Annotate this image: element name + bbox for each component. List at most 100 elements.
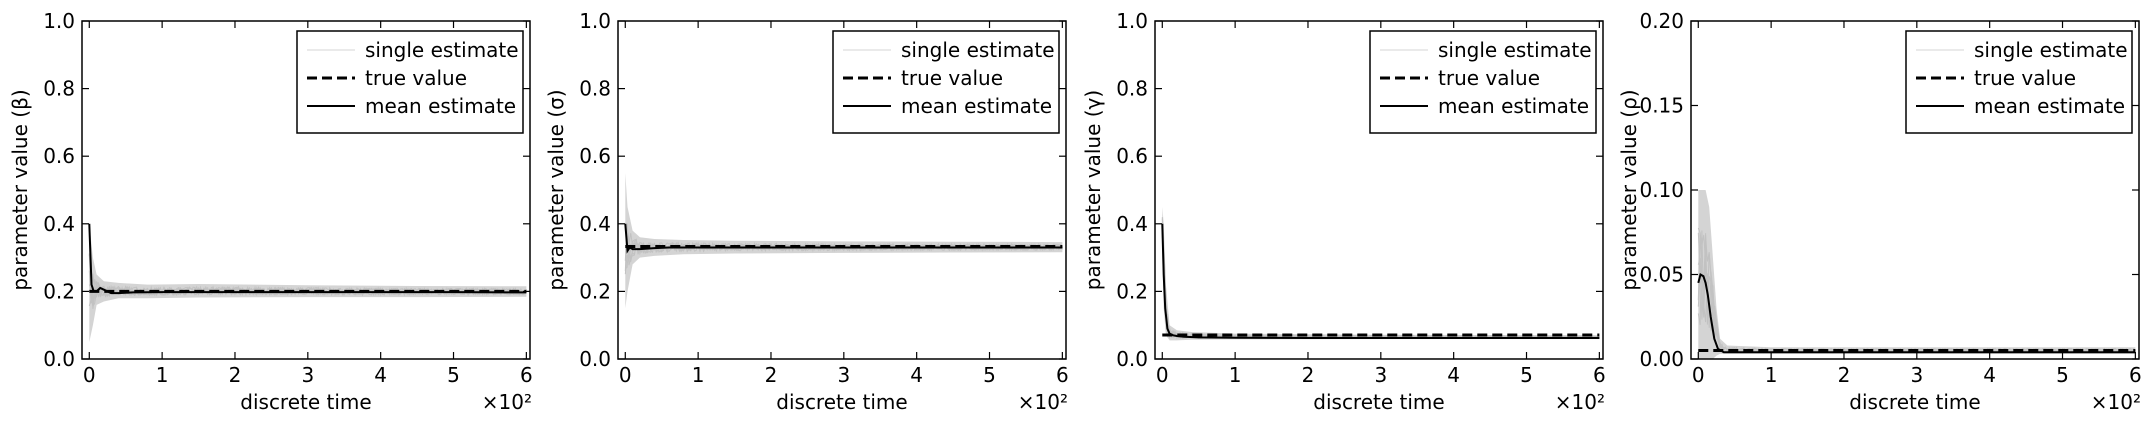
legend-entry: true value [1974, 66, 2076, 90]
legend-entry: single estimate [901, 38, 1055, 62]
single-estimate-line [1161, 236, 1600, 340]
legend-entry: mean estimate [1974, 94, 2125, 118]
plot-area [88, 223, 527, 343]
x-tick-label: 4 [1447, 363, 1460, 387]
x-axis-multiplier: ×10² [1018, 390, 1068, 414]
plot-frame [1154, 20, 1604, 360]
x-tick-label: 1 [1765, 363, 1778, 387]
single-estimate-line [1697, 227, 2136, 354]
single-estimate-line [1161, 233, 1600, 340]
x-tick-label: 4 [1983, 363, 1996, 387]
x-tick-label: 4 [374, 363, 387, 387]
chart-panel-4: 0 1 2 3 4 5 6 0.00 0.05 0.10 0.15 0.20 discrete time… [1617, 9, 2142, 414]
y-tick-label: 0.4 [1116, 212, 1148, 236]
x-axis-label: discrete time [1849, 390, 1980, 414]
y-tick-label: 0.10 [1639, 178, 1684, 202]
x-tick-label: 1 [156, 363, 169, 387]
x-tick-label: 4 [910, 363, 923, 387]
y-axis-label: parameter value (σ) [544, 89, 568, 290]
chart-panel-2: 0 1 2 3 4 5 6 0.0 0.2 0.4 0.6 0.8 1.0 discrete time ×1… [544, 9, 1069, 414]
plot-area [624, 173, 1063, 309]
legend-box [1369, 30, 1597, 134]
x-tick-label: 3 [301, 363, 314, 387]
single-estimate-band [89, 223, 527, 343]
single-estimate-band [1162, 206, 1600, 341]
x-axis-multiplier: ×10² [2091, 390, 2141, 414]
x-tick-label: 2 [765, 363, 778, 387]
single-estimate-line [88, 255, 527, 309]
single-estimate-line [1697, 233, 2136, 354]
mean-estimate-line [624, 223, 1063, 254]
chart-panel-3: 0 1 2 3 4 5 6 0.0 0.2 0.4 0.6 0.8 1.0 discrete time ×1… [1081, 9, 1606, 414]
single-estimate-band [1698, 190, 2136, 359]
y-axis-label: parameter value (β) [8, 89, 32, 290]
y-tick-label: 0.2 [1116, 279, 1148, 303]
x-tick-label: 0 [619, 363, 632, 387]
legend-entry: single estimate [1974, 38, 2128, 62]
y-tick-label: 0.4 [43, 212, 75, 236]
y-tick-label: 0.4 [579, 212, 611, 236]
x-tick-label: 1 [692, 363, 705, 387]
y-tick-label: 0.6 [1116, 144, 1148, 168]
single-estimate-line [1161, 217, 1600, 339]
x-tick-label: 0 [1156, 363, 1169, 387]
x-axis-label: discrete time [1313, 390, 1444, 414]
y-tick-label: 0.6 [43, 144, 75, 168]
mean-estimate-line [88, 223, 527, 295]
x-tick-label: 2 [1302, 363, 1315, 387]
legend-box [1905, 30, 2133, 134]
y-tick-label: 0.8 [579, 77, 611, 101]
y-tick-label: 1.0 [1116, 9, 1148, 33]
y-tick-label: 0.0 [1116, 347, 1148, 371]
y-tick-label: 0.00 [1639, 347, 1684, 371]
legend-box [832, 30, 1060, 134]
x-tick-label: 3 [837, 363, 850, 387]
legend-entry: true value [901, 66, 1003, 90]
legend: single estimate true value mean estimate [296, 30, 524, 134]
legend: single estimate true value mean estimate [1369, 30, 1597, 134]
y-tick-label: 0.0 [43, 347, 75, 371]
mean-estimate-line [1697, 272, 2136, 354]
plot-area [1161, 206, 1600, 341]
x-tick-label: 0 [1692, 363, 1705, 387]
y-tick-label: 0.15 [1639, 94, 1684, 118]
x-axis-label: discrete time [240, 390, 371, 414]
legend-entry: mean estimate [901, 94, 1052, 118]
single-estimate-line [1161, 228, 1600, 340]
x-tick-label: 6 [520, 363, 533, 387]
y-tick-label: 0.2 [579, 279, 611, 303]
legend-entry: true value [1438, 66, 1540, 90]
x-tick-label: 5 [1520, 363, 1533, 387]
y-tick-label: 0.8 [1116, 77, 1148, 101]
single-estimate-band [625, 173, 1063, 309]
single-estimate-line [1697, 230, 2136, 354]
x-tick-label: 1 [1229, 363, 1242, 387]
mean-estimate-line [1161, 223, 1600, 339]
x-axis-multiplier: ×10² [1555, 390, 1605, 414]
plot-area [1697, 190, 2136, 359]
y-axis-label: parameter value (γ) [1081, 90, 1105, 290]
legend: single estimate true value mean estimate [832, 30, 1060, 134]
y-axis-label: parameter value (ρ) [1617, 89, 1641, 290]
x-tick-label: 3 [1374, 363, 1387, 387]
legend-entry: single estimate [1438, 38, 1592, 62]
legend-entry: single estimate [365, 38, 519, 62]
y-tick-label: 0.0 [579, 347, 611, 371]
x-tick-label: 5 [2056, 363, 2069, 387]
single-estimate-line [1697, 232, 2136, 354]
legend-box [296, 30, 524, 134]
x-tick-label: 6 [1056, 363, 1069, 387]
x-tick-label: 2 [1838, 363, 1851, 387]
legend-entry: mean estimate [365, 94, 516, 118]
y-tick-label: 0.8 [43, 77, 75, 101]
x-axis-multiplier: ×10² [482, 390, 532, 414]
legend: single estimate true value mean estimate [1905, 30, 2133, 134]
y-tick-label: 1.0 [43, 9, 75, 33]
x-tick-label: 5 [447, 363, 460, 387]
y-tick-label: 0.6 [579, 144, 611, 168]
legend-entry: mean estimate [1438, 94, 1589, 118]
x-axis-label: discrete time [776, 390, 907, 414]
chart-panel-1: 0 1 2 3 4 5 6 0.0 0.2 0.4 0.6 0.8 1.0 discrete time ×1… [8, 9, 533, 414]
y-tick-label: 0.20 [1639, 9, 1684, 33]
